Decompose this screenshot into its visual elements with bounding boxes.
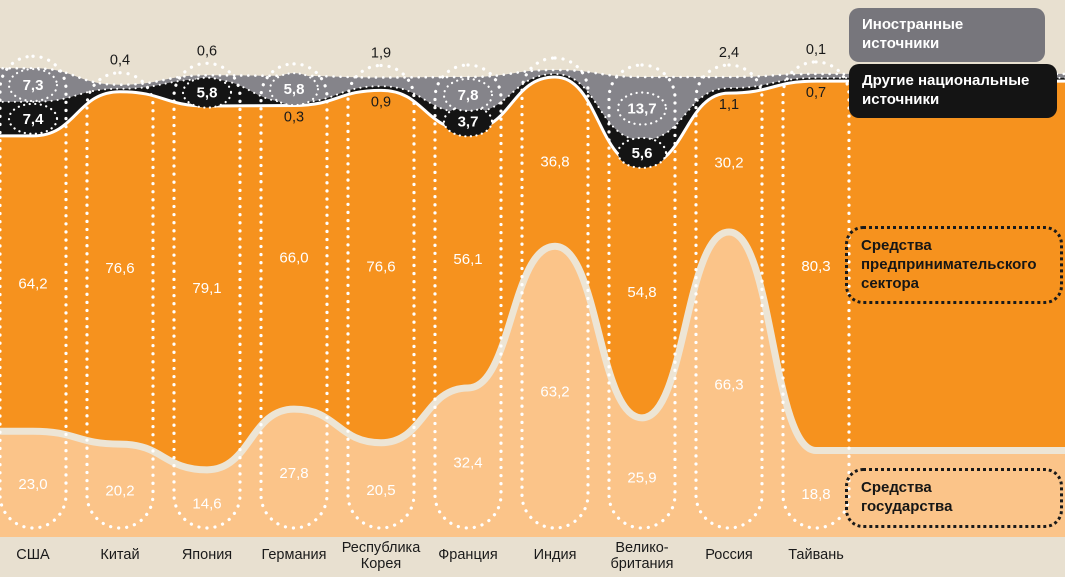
value-other-national: 0,7 xyxy=(806,85,826,101)
value-government: 23,0 xyxy=(18,476,47,493)
value-business: 79,1 xyxy=(192,280,221,297)
country-capsule xyxy=(85,71,155,530)
value-business: 80,3 xyxy=(801,258,830,275)
value-government: 66,3 xyxy=(714,377,743,394)
legend-foreign-sources: Иностранные источники xyxy=(849,8,1045,62)
country-capsule xyxy=(0,54,68,530)
value-business: 76,6 xyxy=(105,260,134,277)
value-foreign: 5,8 xyxy=(284,81,305,98)
country-capsule xyxy=(607,63,677,530)
foreign-bubble xyxy=(616,91,668,126)
x-axis-label: США xyxy=(16,547,50,563)
value-other-national: 1,1 xyxy=(719,97,739,113)
foreign-bubble xyxy=(7,67,59,103)
x-axis-strip xyxy=(0,537,1065,577)
country-capsule xyxy=(259,62,329,530)
other-national-bubble xyxy=(7,102,59,135)
value-other-national: 5,6 xyxy=(632,145,653,162)
value-government: 27,8 xyxy=(279,465,308,482)
value-foreign: 0,1 xyxy=(806,42,826,58)
value-foreign: 7,8 xyxy=(458,87,479,104)
value-business: 54,8 xyxy=(627,284,656,301)
value-foreign: 0,4 xyxy=(110,53,130,69)
value-business: 36,8 xyxy=(540,154,569,171)
value-other-national: 0,9 xyxy=(371,94,391,110)
separator-government xyxy=(0,228,1065,474)
legend-government-funds: Средства государства xyxy=(845,468,1063,528)
separator-other-national xyxy=(0,72,1065,142)
value-government: 20,2 xyxy=(105,483,134,500)
value-other-national: 3,7 xyxy=(458,113,479,130)
foreign-bubble xyxy=(442,77,494,113)
x-axis-label: Велико-британия xyxy=(611,540,674,572)
value-other-national: 7,4 xyxy=(23,111,45,128)
x-axis-label: Россия xyxy=(705,547,753,563)
other-national-bubble xyxy=(616,136,668,169)
country-capsule xyxy=(694,63,764,530)
x-axis-label: Германия xyxy=(261,547,326,563)
value-foreign: 0,6 xyxy=(197,43,217,59)
x-axis-label: Индия xyxy=(534,547,577,563)
x-axis-label: Республика Корея xyxy=(342,540,421,572)
value-government: 63,2 xyxy=(540,384,569,401)
value-foreign: 7,3 xyxy=(23,77,44,94)
x-axis-label: Китай xyxy=(100,547,139,563)
value-business: 66,0 xyxy=(279,249,308,266)
legend-business-sector-funds: Средства предпринимательского сектора xyxy=(845,226,1063,305)
value-business: 76,6 xyxy=(366,259,395,276)
foreign-bubble xyxy=(268,72,320,107)
value-government: 18,8 xyxy=(801,486,830,503)
other-national-bubble xyxy=(181,76,233,109)
value-other-national: 0,3 xyxy=(284,110,304,126)
value-business: 30,2 xyxy=(714,155,743,172)
legend-other-national-sources: Другие национальные источники xyxy=(849,64,1057,118)
country-capsule xyxy=(172,61,242,530)
other-national-bubble xyxy=(442,105,494,138)
value-other-national: 5,8 xyxy=(197,85,218,102)
value-government: 20,5 xyxy=(366,482,395,499)
value-business: 56,1 xyxy=(453,251,482,268)
value-foreign: 13,7 xyxy=(627,101,656,118)
country-capsule xyxy=(433,63,503,530)
value-foreign: 2,4 xyxy=(719,45,739,61)
value-government: 32,4 xyxy=(453,454,482,471)
band-government xyxy=(0,232,1065,577)
value-business: 64,2 xyxy=(18,276,47,293)
x-axis-label: Франция xyxy=(438,547,497,563)
x-axis-label: Япония xyxy=(182,547,232,563)
country-capsule xyxy=(346,63,416,530)
x-axis-label: Тайвань xyxy=(788,547,844,563)
value-government: 14,6 xyxy=(192,495,221,512)
country-capsule xyxy=(520,56,590,530)
value-government: 25,9 xyxy=(627,469,656,486)
value-foreign: 1,9 xyxy=(371,45,391,61)
